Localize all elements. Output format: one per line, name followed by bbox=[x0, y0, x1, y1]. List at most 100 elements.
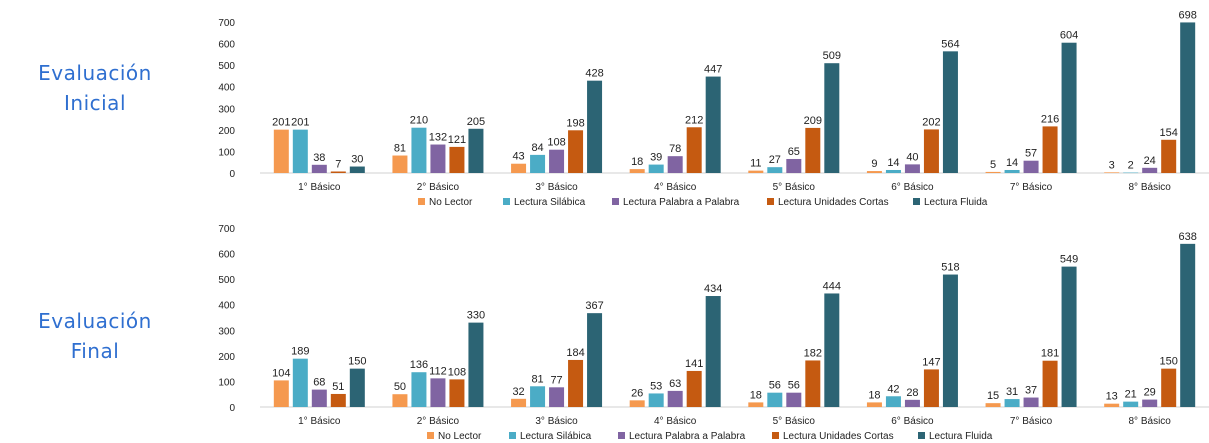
data-label: 18 bbox=[631, 156, 643, 168]
data-label: 56 bbox=[788, 380, 800, 392]
data-label: 108 bbox=[547, 137, 565, 149]
legend-swatch-lectura-unidades-cortas bbox=[767, 198, 774, 205]
initial-evaluation-chart: 0 100 200 300 400 500 600 700 201 201 38 7 30 1° Bási… bbox=[218, 9, 1209, 208]
legend-label-lectura-palabra-a-palabra: Lectura Palabra a Palabra bbox=[623, 197, 740, 208]
data-label: 30 bbox=[351, 154, 363, 166]
bar-lectura-unidades-cortas bbox=[805, 360, 821, 407]
data-label: 141 bbox=[685, 358, 703, 370]
bar-lectura-fluida bbox=[587, 313, 603, 407]
x-tick-label: 4° Básico bbox=[654, 416, 697, 427]
data-label: 57 bbox=[1025, 148, 1037, 160]
legend-swatch-no-lector bbox=[427, 432, 434, 439]
data-label: 78 bbox=[669, 143, 681, 155]
bar-lectura-unidades-cortas bbox=[1161, 139, 1177, 173]
bar-lectura-unidades-cortas bbox=[1161, 368, 1177, 407]
data-label: 638 bbox=[1179, 231, 1197, 243]
data-label: 184 bbox=[566, 347, 584, 359]
data-label: 37 bbox=[1025, 385, 1037, 397]
data-label: 434 bbox=[704, 283, 722, 295]
data-label: 26 bbox=[631, 387, 643, 399]
legend-label-lectura-silabica: Lectura Silábica bbox=[514, 197, 586, 208]
bar-no-lector bbox=[273, 129, 289, 173]
bar-lectura-palabra-a-palabra bbox=[667, 390, 683, 407]
bar-lectura-palabra-a-palabra bbox=[786, 158, 802, 173]
x-tick-label: 8° Básico bbox=[1129, 182, 1172, 193]
bar-lectura-fluida bbox=[468, 322, 484, 407]
bar-lectura-palabra-a-palabra bbox=[904, 399, 920, 407]
legend-label-no-lector: No Lector bbox=[429, 197, 473, 208]
data-label: 65 bbox=[788, 146, 800, 158]
y-tick-label: 700 bbox=[218, 224, 235, 235]
bar-lectura-palabra-a-palabra bbox=[430, 144, 446, 173]
data-label: 154 bbox=[1160, 127, 1178, 139]
data-label: 150 bbox=[1160, 356, 1178, 368]
data-label: 18 bbox=[750, 389, 762, 401]
data-label: 15 bbox=[987, 390, 999, 402]
bar-lectura-palabra-a-palabra bbox=[786, 392, 802, 407]
initial-label-line-2: Inicial bbox=[64, 91, 126, 115]
y-tick-label: 0 bbox=[229, 169, 235, 180]
bar-lectura-palabra-a-palabra bbox=[904, 164, 920, 173]
data-label: 132 bbox=[429, 132, 447, 144]
legend-label-lectura-unidades-cortas: Lectura Unidades Cortas bbox=[783, 431, 894, 442]
data-label: 2 bbox=[1128, 160, 1134, 172]
y-tick-label: 300 bbox=[218, 104, 235, 115]
x-tick-label: 3° Básico bbox=[535, 182, 578, 193]
bar-lectura-unidades-cortas bbox=[923, 129, 939, 173]
data-label: 13 bbox=[1106, 391, 1118, 403]
bar-lectura-unidades-cortas bbox=[568, 130, 584, 173]
initial-evaluation-label: Evaluación Inicial bbox=[0, 58, 190, 118]
data-label: 205 bbox=[467, 116, 485, 128]
bar-lectura-unidades-cortas bbox=[1042, 126, 1058, 173]
data-label: 209 bbox=[804, 115, 822, 127]
data-label: 81 bbox=[394, 143, 406, 155]
bar-no-lector bbox=[985, 403, 1001, 407]
data-label: 202 bbox=[922, 116, 940, 128]
bar-lectura-palabra-a-palabra bbox=[667, 156, 683, 173]
bar-lectura-unidades-cortas bbox=[449, 146, 465, 173]
y-tick-label: 500 bbox=[218, 275, 235, 286]
data-label: 698 bbox=[1179, 9, 1197, 21]
data-label: 564 bbox=[941, 38, 959, 50]
legend-label-lectura-unidades-cortas: Lectura Unidades Cortas bbox=[778, 197, 889, 208]
bar-lectura-fluida bbox=[824, 63, 840, 173]
legend-label-lectura-palabra-a-palabra: Lectura Palabra a Palabra bbox=[629, 431, 746, 442]
bar-lectura-silabica bbox=[530, 154, 546, 173]
bar-lectura-unidades-cortas bbox=[449, 379, 465, 407]
data-label: 444 bbox=[823, 280, 841, 292]
bar-lectura-silabica bbox=[292, 129, 308, 173]
bar-lectura-unidades-cortas bbox=[330, 171, 346, 173]
bar-no-lector bbox=[985, 171, 1001, 173]
bar-no-lector bbox=[866, 402, 882, 407]
bar-lectura-unidades-cortas bbox=[686, 370, 702, 407]
data-label: 210 bbox=[410, 115, 428, 127]
x-tick-label: 7° Básico bbox=[1010, 182, 1053, 193]
bar-lectura-silabica bbox=[292, 358, 308, 407]
data-label: 428 bbox=[585, 68, 603, 80]
x-tick-label: 8° Básico bbox=[1129, 416, 1172, 427]
data-label: 11 bbox=[750, 158, 761, 170]
y-tick-label: 200 bbox=[218, 352, 235, 363]
legend-label-lectura-fluida: Lectura Fluida bbox=[924, 197, 988, 208]
bar-lectura-silabica bbox=[648, 164, 664, 173]
data-label: 42 bbox=[887, 383, 899, 395]
bar-lectura-silabica bbox=[767, 392, 783, 407]
data-label: 330 bbox=[467, 310, 485, 322]
bar-lectura-unidades-cortas bbox=[568, 359, 584, 407]
legend-swatch-lectura-silabica bbox=[509, 432, 516, 439]
x-tick-label: 2° Básico bbox=[417, 182, 460, 193]
data-label: 367 bbox=[585, 300, 603, 312]
data-label: 28 bbox=[906, 387, 918, 399]
legend-label-lectura-silabica: Lectura Silábica bbox=[520, 431, 592, 442]
bar-no-lector bbox=[629, 169, 645, 173]
bar-lectura-palabra-a-palabra bbox=[311, 389, 327, 407]
bar-no-lector bbox=[748, 402, 764, 407]
data-label: 27 bbox=[769, 154, 781, 166]
bar-no-lector bbox=[273, 380, 289, 407]
x-tick-label: 7° Básico bbox=[1010, 416, 1053, 427]
bar-lectura-fluida bbox=[705, 296, 721, 407]
data-label: 604 bbox=[1060, 30, 1078, 42]
data-label: 108 bbox=[448, 366, 466, 378]
legend-swatch-lectura-fluida bbox=[913, 198, 920, 205]
final-evaluation-label: Evaluación Final bbox=[0, 306, 190, 366]
